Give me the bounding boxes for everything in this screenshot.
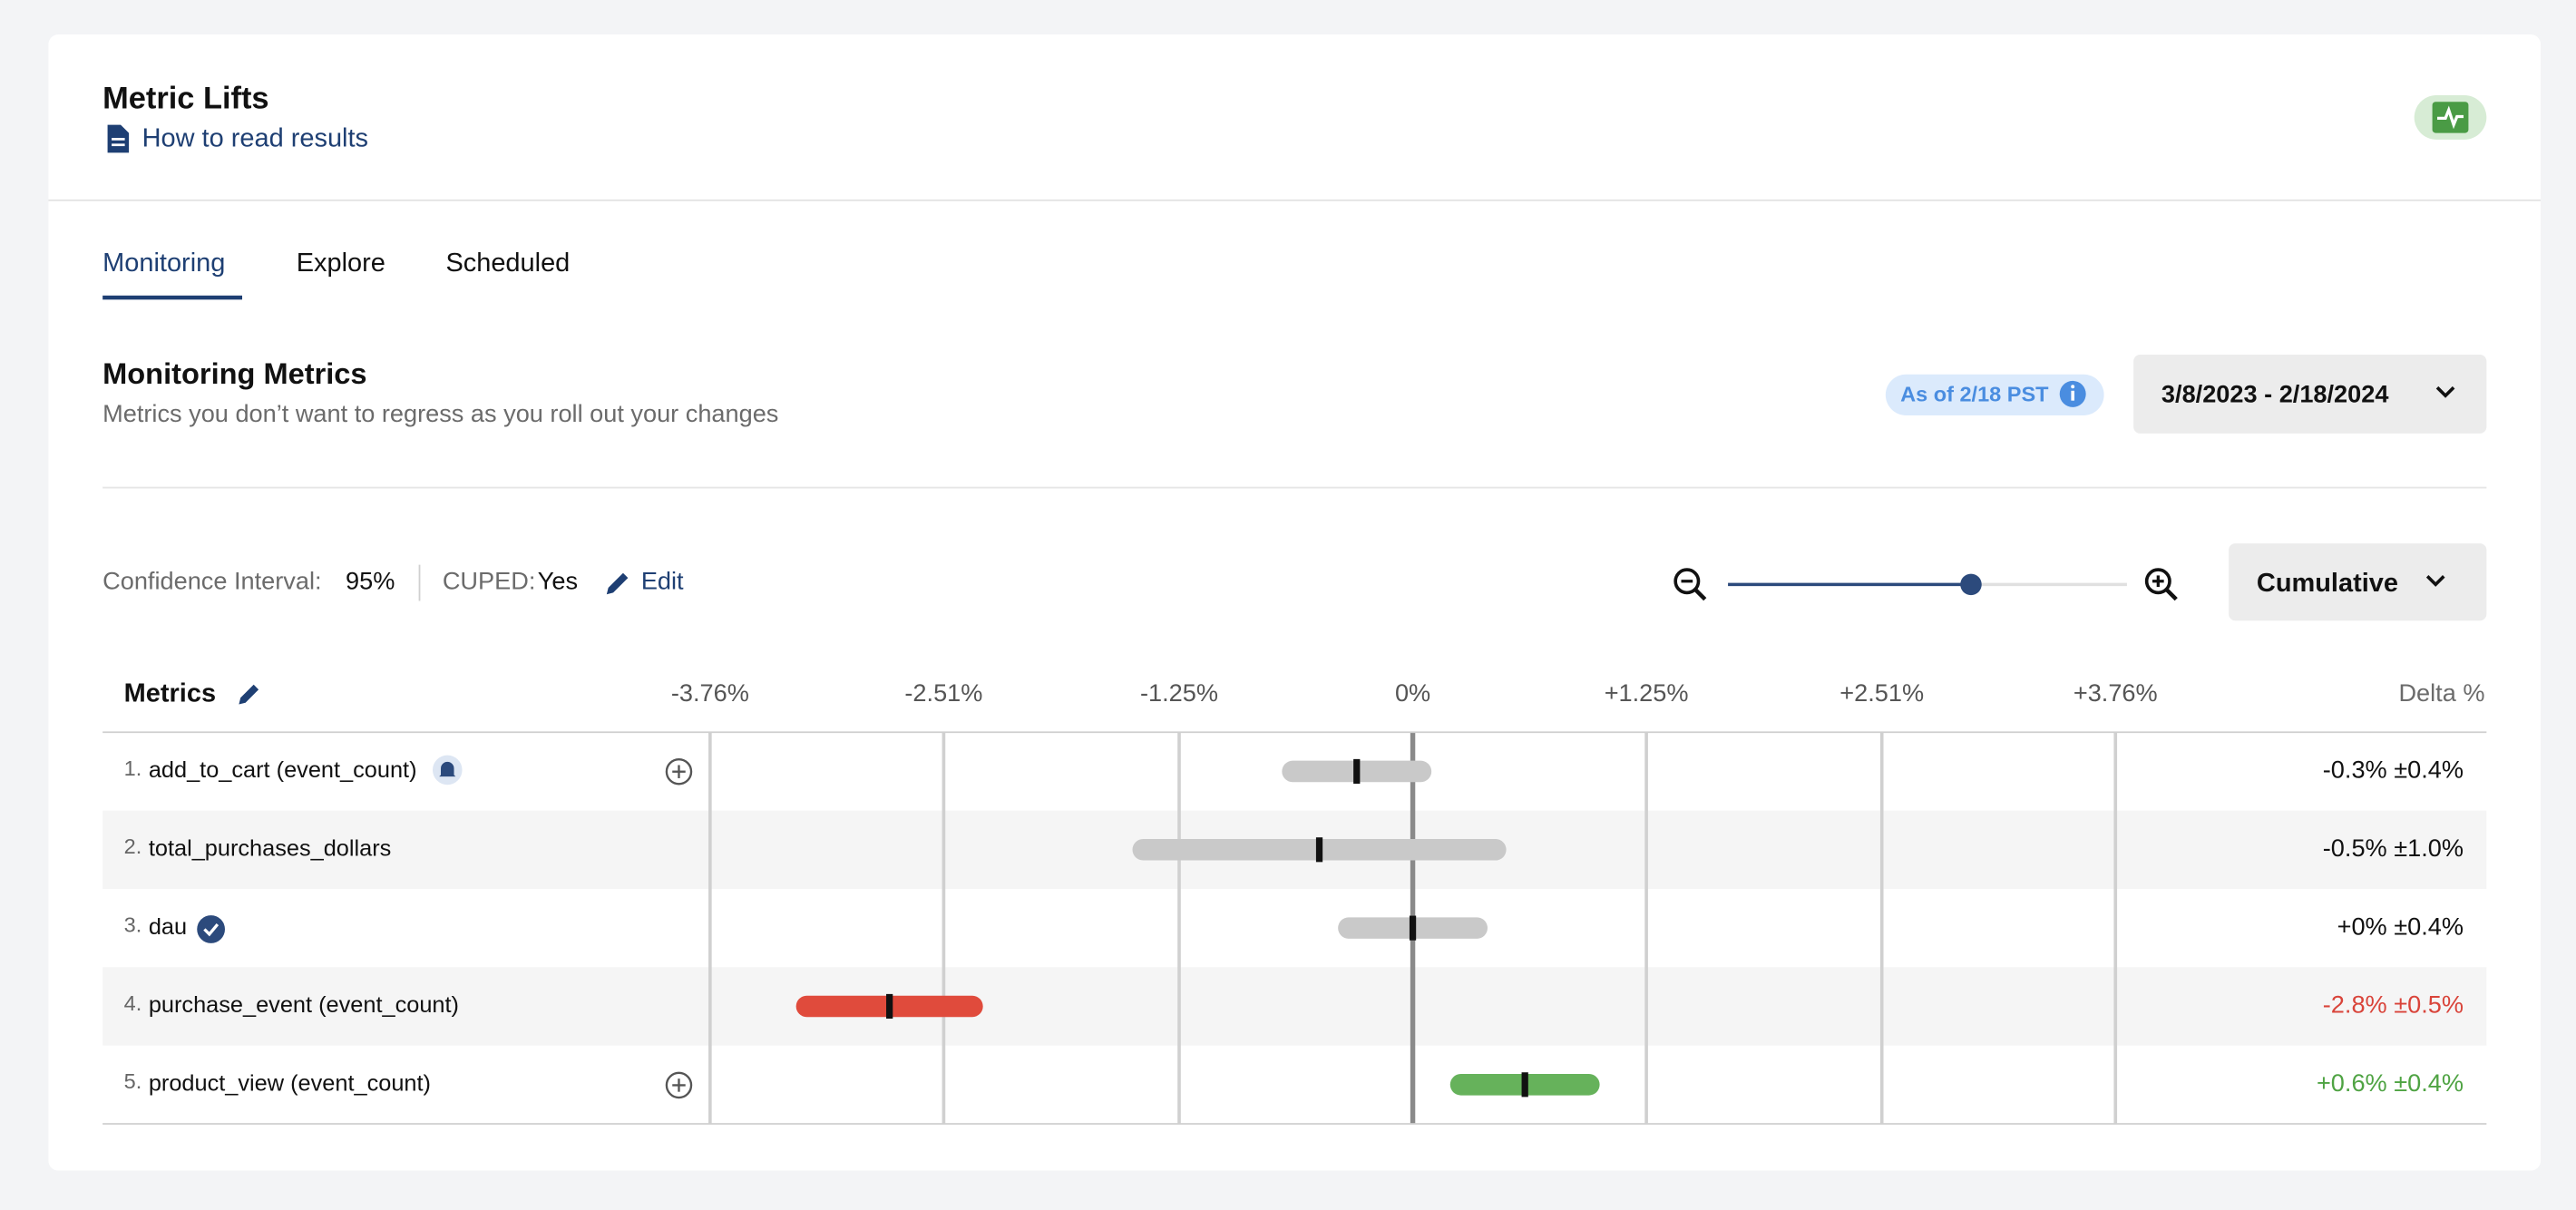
- cuped-label: CUPED:: [443, 567, 536, 595]
- add-icon[interactable]: [665, 1071, 693, 1099]
- delta-label: +0% ±0.4%: [2337, 912, 2464, 940]
- row-index: 2.: [124, 834, 142, 858]
- date-range: 3/8/2023 - 2/18/2024: [2161, 379, 2389, 407]
- delta-label: -0.5% ±1.0%: [2323, 834, 2464, 862]
- tab[interactable]: Scheduled: [445, 249, 570, 278]
- chevron: [2435, 385, 2455, 398]
- x-tick-label: -2.51%: [904, 678, 982, 707]
- delta-header: Delta %: [2398, 678, 2484, 707]
- card-title: Metric Lifts: [102, 81, 268, 115]
- zoom-out[interactable]: [1673, 568, 1707, 601]
- info-icon[interactable]: [2059, 380, 2086, 407]
- edit-link[interactable]: Edit: [641, 567, 684, 595]
- zoom-in[interactable]: [2144, 568, 2178, 601]
- slider-knob[interactable]: [1960, 573, 1982, 596]
- delta-label: -2.8% ±0.5%: [2323, 990, 2464, 1019]
- delta-marker: [1409, 915, 1417, 941]
- as-of-text: As of 2/18 PST: [1900, 382, 2049, 405]
- ci-label: Confidence Interval:: [102, 567, 321, 595]
- date-dropdown[interactable]: [2133, 354, 2487, 434]
- tab[interactable]: Monitoring: [102, 249, 225, 278]
- bell-icon: [432, 755, 463, 786]
- metric-name: purchase_event (event_count): [149, 992, 459, 1018]
- section-subtitle: Metrics you don’t want to regress as you…: [102, 399, 778, 427]
- delta-marker: [1315, 837, 1323, 863]
- ci-value: 95%: [346, 567, 395, 595]
- row-index: 3.: [124, 913, 142, 937]
- metric-name: total_purchases_dollars: [149, 835, 392, 861]
- delta-label: -0.3% ±0.4%: [2323, 756, 2464, 784]
- delta-marker: [1353, 758, 1361, 785]
- x-tick-label: -1.25%: [1140, 678, 1218, 707]
- x-tick-label: +1.25%: [1605, 678, 1689, 707]
- delta-marker: [1521, 1072, 1528, 1098]
- row-index: 1.: [124, 756, 142, 780]
- add-icon[interactable]: [665, 757, 693, 786]
- x-tick-label: +2.51%: [1839, 678, 1924, 707]
- edit-metrics-icon[interactable]: [239, 684, 259, 705]
- row-index: 4.: [124, 991, 142, 1015]
- chevron: [2425, 575, 2445, 587]
- x-tick-label: +3.76%: [2073, 678, 2158, 707]
- mode-dropdown[interactable]: [2229, 543, 2487, 621]
- edit-icon[interactable]: [606, 572, 629, 595]
- doc-icon: [107, 124, 130, 153]
- metric-name: add_to_cart (event_count): [149, 757, 417, 783]
- row-background: [102, 967, 2487, 1046]
- help-link[interactable]: How to read results: [142, 124, 368, 153]
- x-tick-label: 0%: [1395, 678, 1430, 707]
- tab-underline: [102, 295, 243, 300]
- metric-name: product_view (event_count): [149, 1070, 431, 1096]
- delta-marker: [886, 993, 893, 1020]
- as-of-pill: [1885, 374, 2104, 415]
- tab[interactable]: Explore: [297, 249, 385, 278]
- x-tick-label: -3.76%: [671, 678, 749, 707]
- mode-text: Cumulative: [2257, 569, 2398, 598]
- metric-name: dau: [149, 914, 187, 940]
- cuped-value: Yes: [538, 567, 578, 595]
- verified-icon: [197, 915, 225, 943]
- row-index: 5.: [124, 1069, 142, 1093]
- metrics-header: Metrics: [124, 678, 216, 707]
- health-badge[interactable]: [2414, 94, 2487, 140]
- delta-label: +0.6% ±0.4%: [2317, 1069, 2464, 1097]
- section-title: Monitoring Metrics: [102, 357, 366, 390]
